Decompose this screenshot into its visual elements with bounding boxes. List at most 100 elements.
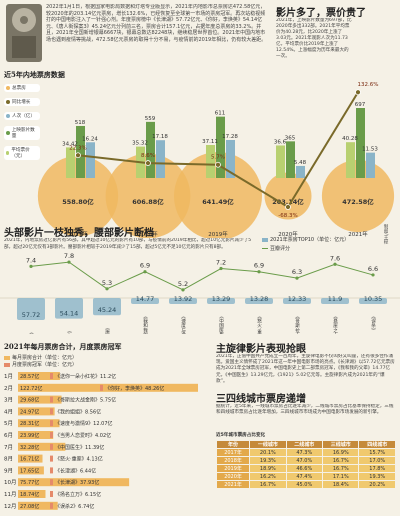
year-tick-label: 2020年 (278, 230, 298, 238)
audience-bar (366, 152, 375, 178)
growth-label: -68.3% (278, 213, 297, 219)
month-label: 8月 (4, 456, 13, 463)
monthly-total-label: 122.72亿 (20, 385, 43, 392)
growth-label: 22.3% (69, 145, 86, 151)
year-tick-label: 2019年 (208, 230, 228, 238)
audience-bar (86, 142, 95, 178)
year-tick-label: 2018年 (138, 230, 158, 238)
top10-box-office-bar (321, 298, 349, 304)
monthly-champ-label: 《中国医生》11.39亿 (55, 444, 104, 451)
monthly-total-bar (18, 501, 58, 510)
top10-box-office-label: 12.33 (288, 295, 307, 303)
legend1-item: 总票房 (4, 84, 40, 92)
growth-label: 8.6% (141, 153, 155, 159)
monthly-section: 2021年每月票房合计，月度票房冠军 每月票房合计（单位：亿元） 月度票房冠军（… (0, 336, 400, 516)
month-label: 10月 (4, 479, 17, 486)
monthly-total-label: 23.99亿 (20, 432, 39, 439)
monthly-total-bar (18, 490, 46, 498)
film-title-label: 《长津湖》 (29, 330, 34, 334)
table-cell: 19.3% (249, 456, 287, 465)
table-cell: 20.1% (249, 448, 287, 457)
film-title-label: 《误杀》 (371, 314, 376, 332)
intro-text: 2022年1月1日，根据国家电影局数据和灯塔专业版显示，2021年内地影市总票房… (46, 4, 267, 43)
monthly-total-bar (18, 407, 55, 416)
chart1-legend: 总票房 同比增长 人次（亿） 上映影片数量 平均票价（元） (4, 84, 44, 166)
monthly-total-bar (18, 431, 54, 439)
douban-score-point (143, 270, 147, 274)
monthly-champ-marker (50, 479, 53, 486)
top10-box-office-label: 13.28 (250, 295, 269, 303)
avg-price-label: 37.11 (202, 139, 218, 145)
table-title: 近5年城市票房占比变化 (216, 433, 266, 438)
table-row: 2021年 16.7% 45.0% 18.4% 20.2% (215, 480, 396, 489)
monthly-champ-label: 《哥斯拉大战金刚》5.75亿 (55, 397, 116, 404)
table-header-cell: 二线城市 (285, 440, 324, 449)
legend1-item: 同比增长 (4, 98, 40, 106)
films-count-label: 365 (285, 135, 296, 141)
avg-price-bar (206, 145, 215, 178)
films-count-bar (216, 116, 225, 178)
total-box-office-circle (264, 172, 312, 220)
monthly-total-label: 16.71亿 (20, 456, 39, 463)
audience-bar (296, 165, 305, 178)
table-cell: 18.4% (322, 480, 360, 489)
month-label: 5月 (4, 420, 13, 427)
top10-box-office-bar (131, 298, 159, 304)
films-count-bar (356, 108, 365, 178)
films-count-label: 518 (75, 120, 86, 126)
douban-score-label: 7.8 (64, 252, 74, 260)
monthly-champ-marker (50, 502, 53, 509)
section4-title: 2021年每月票房合计，月度票房冠军 (4, 342, 122, 351)
legend1-label: 上映影片数量 (11, 128, 35, 139)
legend1-label: 同比增长 (12, 100, 31, 105)
monthly-champ-marker (50, 443, 53, 450)
top10-box-office-bar (245, 298, 273, 304)
legend1-swatch (6, 86, 10, 90)
table-year-cell: 2018年 (215, 456, 251, 465)
total-box-office-circle (174, 152, 262, 238)
month-label: 11月 (4, 491, 17, 498)
table-header-cell: 三线城市 (322, 440, 360, 449)
legend-line-label: 豆瓣评分 (270, 246, 291, 252)
douban-score-point (333, 262, 337, 266)
top10-box-office-bar (93, 298, 121, 316)
top10-box-office-label: 14.77 (136, 295, 155, 303)
monthly-champ-label: 《扬名立万》6.15亿 (55, 491, 101, 498)
films-count-bar (286, 141, 295, 178)
total-box-office-circle (105, 153, 191, 238)
table-year-cell: 2017年 (215, 448, 251, 457)
top10-section: 头部影片一枝独秀，腰部影片断档 2021年，内地票房过亿影片有56部，其中超过1… (0, 222, 400, 334)
table-row: 2018年 19.3% 47.0% 16.7% 17.0% (215, 456, 396, 465)
table-cell: 16.9% (322, 448, 360, 457)
table-row: 2020年 16.2% 47.4% 17.1% 19.3% (215, 472, 396, 481)
monthly-total-bar (18, 395, 62, 404)
section5-title: 主旋律影片表现抢眼 (216, 344, 306, 355)
douban-score-label: 5.3 (102, 279, 112, 287)
table-cell: 45.0% (285, 480, 324, 489)
section2-text: 2021年，上映影片数量为697部，比2020年多出332部。2021年平均票价… (276, 18, 352, 59)
growth-point (215, 161, 221, 168)
monthly-champ-label: 《速度与激情9》12.07亿 (55, 420, 113, 427)
avg-price-label: 34.42 (62, 141, 78, 147)
table-row: 2019年 18.9% 46.6% 16.7% 17.8% (215, 464, 396, 473)
monthly-total-bar (18, 454, 43, 463)
monthly-champ-label: 《你好，李焕英》48.26亿 (105, 385, 164, 392)
top10-box-office-label: 13.29 (212, 295, 231, 303)
top10-box-office-bar (169, 298, 197, 304)
month-label: 7月 (4, 444, 13, 451)
avg-price-bar (276, 145, 285, 178)
audience-label: 5.48 (294, 160, 307, 166)
total-box-office-circle (37, 155, 119, 237)
box-office-chart: 558.80亿 2017年 606.88亿 2018年 641.49亿 2019年 203.… (37, 82, 395, 238)
monthly-champ-marker (50, 420, 53, 427)
top10-box-office-label: 11.9 (328, 295, 342, 303)
monthly-champ-label: 《送你一朵小红花》11.2亿 (55, 373, 116, 380)
table-header-cell: 年份 (215, 440, 251, 449)
table-cell: 18.9% (249, 464, 287, 473)
table-row: 2017年 20.1% 47.3% 16.9% 15.7% (215, 448, 396, 457)
top10-legend: 2021年票房TOP10（单位：亿元） 豆瓣评分 (262, 236, 349, 252)
monthly-total-bar (18, 466, 44, 475)
film-title-label: 《中国医生》 (219, 314, 224, 334)
month-label: 12月 (4, 503, 17, 510)
monthly-champ-marker (50, 373, 53, 379)
